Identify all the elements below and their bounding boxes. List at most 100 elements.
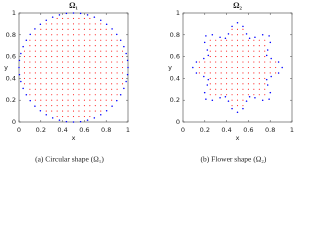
interior-point xyxy=(67,66,69,69)
interior-point xyxy=(40,28,42,30)
interior-point xyxy=(34,61,36,63)
interior-point xyxy=(56,83,58,85)
interior-point xyxy=(78,17,80,20)
interior-point xyxy=(78,34,80,36)
interior-point xyxy=(72,116,75,118)
interior-point xyxy=(215,94,217,96)
boundary-point xyxy=(211,99,214,102)
interior-point xyxy=(215,61,217,63)
interior-point xyxy=(100,23,102,25)
interior-point xyxy=(45,99,47,101)
interior-point xyxy=(40,34,42,36)
interior-point xyxy=(105,77,107,79)
interior-point xyxy=(23,66,26,69)
interior-point xyxy=(67,34,69,36)
interior-point xyxy=(72,56,75,58)
y-tick-label: 0.6 xyxy=(6,53,16,61)
interior-point xyxy=(89,88,91,90)
interior-point xyxy=(56,99,58,101)
interior-point xyxy=(220,61,222,63)
interior-point xyxy=(45,77,47,79)
interior-point xyxy=(56,116,58,118)
interior-point xyxy=(94,34,96,36)
interior-point xyxy=(78,28,80,30)
interior-point xyxy=(231,56,233,58)
interior-point xyxy=(67,23,69,25)
interior-point xyxy=(62,56,64,58)
interior-point xyxy=(198,72,200,74)
interior-point xyxy=(94,56,96,58)
interior-point xyxy=(116,72,118,74)
interior-point xyxy=(51,83,53,85)
interior-point xyxy=(94,110,96,112)
boundary-point xyxy=(25,39,28,41)
interior-point xyxy=(220,72,222,74)
boundary-point xyxy=(195,61,198,63)
boundary-point xyxy=(248,37,251,40)
interior-point xyxy=(29,61,31,63)
interior-point xyxy=(242,99,244,101)
interior-point xyxy=(236,34,239,36)
boundary-point xyxy=(51,117,54,119)
interior-point xyxy=(51,99,53,101)
interior-point xyxy=(51,94,53,96)
interior-point xyxy=(220,66,222,69)
boundary-point xyxy=(205,35,207,37)
boundary-point xyxy=(93,117,96,119)
boundary-point xyxy=(269,41,272,44)
interior-point xyxy=(67,77,69,79)
interior-point xyxy=(209,83,211,85)
interior-point xyxy=(72,105,75,107)
interior-point xyxy=(67,116,69,118)
interior-point xyxy=(29,66,31,69)
interior-point xyxy=(78,39,80,41)
x-tick-label: 0.6 xyxy=(79,126,89,134)
interior-point xyxy=(94,72,96,74)
interior-point xyxy=(226,50,228,52)
interior-point xyxy=(78,61,80,63)
interior-point xyxy=(29,94,31,96)
interior-point xyxy=(253,77,255,79)
boundary-point xyxy=(29,33,31,36)
y-tick-label: 0.2 xyxy=(170,96,180,104)
interior-point xyxy=(242,94,244,96)
interior-point xyxy=(105,94,107,96)
boundary-point xyxy=(127,66,129,69)
interior-point xyxy=(67,99,69,101)
interior-point xyxy=(89,94,91,96)
interior-point xyxy=(236,77,239,79)
interior-point xyxy=(29,56,31,58)
interior-point xyxy=(40,61,42,63)
interior-point xyxy=(215,39,217,41)
interior-point xyxy=(220,39,222,41)
interior-point xyxy=(264,45,266,47)
y-tick-label: 0.8 xyxy=(6,31,16,39)
interior-point xyxy=(40,83,42,85)
interior-point xyxy=(78,105,80,107)
interior-point xyxy=(111,39,113,41)
interior-point xyxy=(116,56,118,58)
boundary-point xyxy=(245,33,248,35)
boundary-point xyxy=(105,23,108,25)
interior-point xyxy=(94,99,96,101)
interior-point xyxy=(23,77,26,79)
boundary-point xyxy=(265,78,268,81)
interior-point xyxy=(209,45,211,47)
boundary-point xyxy=(86,119,89,121)
interior-point xyxy=(100,56,102,58)
interior-point xyxy=(78,23,80,25)
interior-point xyxy=(220,77,222,79)
interior-point xyxy=(72,72,75,74)
interior-point xyxy=(34,45,36,47)
interior-point xyxy=(122,83,124,85)
interior-point xyxy=(72,45,75,47)
interior-point xyxy=(275,66,277,69)
boundary-point xyxy=(277,72,280,74)
interior-point xyxy=(215,72,217,74)
interior-point xyxy=(116,88,118,90)
boundary-point xyxy=(126,73,129,76)
interior-point xyxy=(51,77,53,79)
interior-point xyxy=(100,28,102,30)
boundary-point xyxy=(236,22,239,24)
interior-point xyxy=(236,45,239,47)
